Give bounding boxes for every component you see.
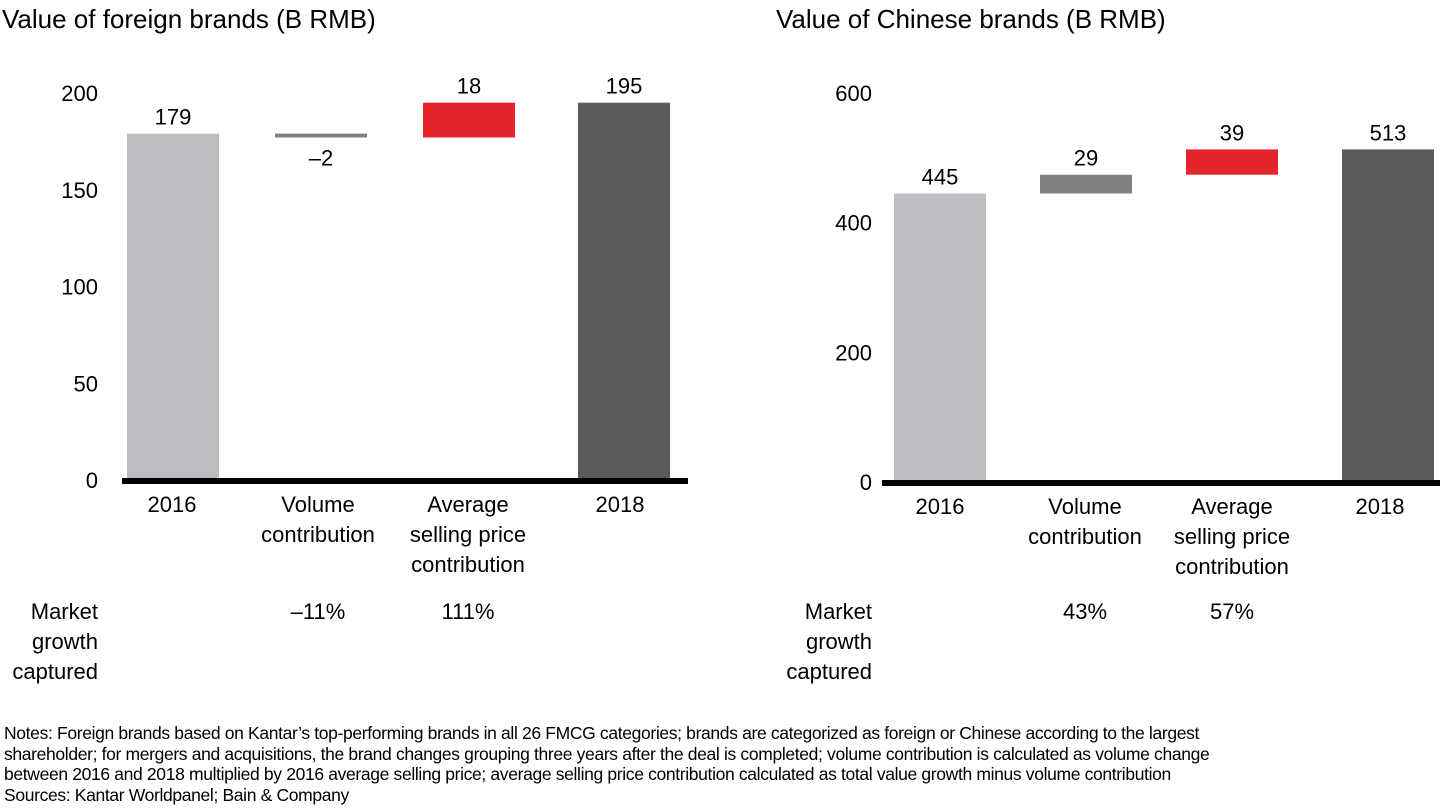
bar-delta: [1040, 174, 1132, 194]
x-category-label-line: contribution: [411, 552, 525, 577]
growth-captured-value: 57%: [1209, 599, 1255, 624]
y-tick-label: 200: [61, 81, 98, 106]
y-tick-label: 50: [74, 371, 98, 396]
x-category-label-line: 2016: [147, 492, 197, 517]
x-category-label-line: 2018: [1355, 494, 1405, 519]
x-category-label-line: 2016: [915, 494, 965, 519]
x-category-label: 2018: [1290, 492, 1440, 522]
y-tick-label: 100: [61, 275, 98, 300]
x-category-label-line: contribution: [1175, 554, 1289, 579]
x-category-label: Volume contribution: [995, 492, 1175, 552]
bar-value-label: –2: [309, 146, 333, 171]
bar-value-label: 195: [606, 74, 643, 99]
growth-row-label: Market growth captured: [0, 597, 98, 687]
notes: Notes: Foreign brands based on Kantar’s …: [4, 723, 1440, 805]
bar-total: [578, 102, 670, 481]
growth-row-label-line: growth: [31, 629, 98, 654]
y-tick-label: 600: [835, 81, 872, 106]
growth-captured-value: 43%: [1062, 599, 1108, 624]
x-axis-line: [882, 480, 1440, 486]
x-category-label-line: selling price: [1173, 524, 1291, 549]
x-category-label-line: Average: [427, 492, 509, 517]
x-category-label-line: Volume: [1048, 494, 1122, 519]
notes-line: Notes: Foreign brands based on Kantar’s …: [4, 723, 1200, 743]
notes-line: between 2016 and 2018 multiplied by 2016…: [4, 764, 1171, 784]
bar-value-label: 18: [457, 74, 481, 99]
growth-captured-value: –11%: [290, 599, 346, 624]
x-category-label-line: Volume: [281, 492, 355, 517]
chinese-chart-title: Value of Chinese brands (B RMB): [776, 4, 1166, 34]
bar-delta: [1186, 149, 1278, 175]
bar-value-label: 513: [1370, 120, 1407, 145]
y-tick-label: 150: [61, 178, 98, 203]
growth-captured-value: 111%: [441, 599, 495, 624]
bar-delta: [423, 102, 515, 138]
x-category-label-line: 2018: [595, 492, 645, 517]
bar-total: [127, 133, 219, 480]
x-axis-line: [122, 478, 688, 484]
y-tick-label: 400: [835, 211, 872, 236]
bar-total: [1342, 149, 1434, 482]
bar-value-label: 179: [155, 105, 192, 130]
bar-value-label: 39: [1220, 120, 1244, 145]
y-tick-label: 200: [835, 340, 872, 365]
bar-delta: [275, 133, 367, 138]
x-category-label-line: contribution: [261, 522, 375, 547]
y-tick-label: 0: [860, 470, 872, 495]
growth-row-label-line: growth: [805, 629, 872, 654]
growth-row-label-line: Market: [804, 599, 872, 624]
x-category-label: 2018: [530, 490, 710, 520]
sources-line: Sources: Kantar Worldpanel; Bain & Compa…: [4, 784, 349, 805]
x-category-label: Average selling price contribution: [378, 490, 558, 580]
growth-row-label-line: captured: [786, 659, 872, 684]
bar-value-label: 445: [922, 164, 959, 189]
x-category-label: 2016: [850, 492, 1030, 522]
bar-value-label: 29: [1074, 146, 1098, 171]
x-category-label: Average selling price contribution: [1142, 492, 1322, 582]
notes-line: shareholder; for mergers and acquisition…: [4, 743, 1210, 764]
x-category-label: 2016: [82, 490, 262, 520]
growth-row-label: Market growth captured: [762, 597, 872, 687]
growth-row-label-line: captured: [12, 659, 98, 684]
x-category-label: Volume contribution: [228, 490, 408, 550]
growth-row-label-line: Market: [30, 599, 98, 624]
x-category-label-line: selling price: [409, 522, 527, 547]
y-tick-label: 0: [86, 468, 98, 493]
bar-total: [894, 193, 986, 482]
x-category-label-line: contribution: [1028, 524, 1142, 549]
x-category-label-line: Average: [1191, 494, 1273, 519]
foreign-chart-title: Value of foreign brands (B RMB): [2, 4, 376, 34]
